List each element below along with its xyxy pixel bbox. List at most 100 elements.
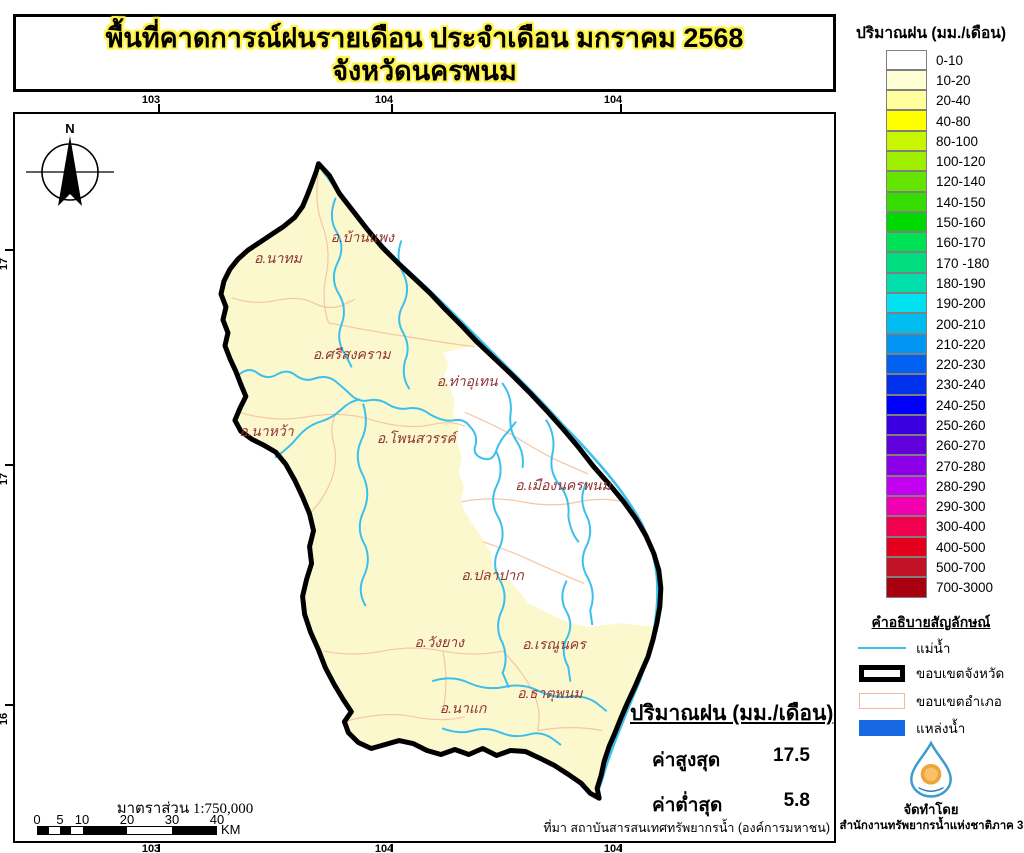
- legend-range-label: 270-280: [936, 458, 986, 474]
- legend-class-row: 80-100: [886, 130, 993, 151]
- legend-color-swatch: [886, 211, 927, 233]
- legend-class-row: 220-230: [886, 353, 993, 375]
- district-label-na-thom: อ.นาทม: [253, 251, 302, 267]
- district-label-si-songkhram: อ.ศรีสงคราม: [312, 348, 391, 364]
- legend-color-swatch: [886, 374, 927, 395]
- district-label-wang-yang: อ.วังยาง: [414, 635, 464, 651]
- legend-range-label: 80-100: [936, 133, 979, 149]
- lat-label-left-3: 16: [0, 712, 11, 726]
- legend-range-label: 170 -180: [936, 255, 990, 271]
- legend-symbol-river: แม่น้ำ: [856, 636, 1024, 660]
- legend-color-swatch: [886, 313, 927, 334]
- legend-range-label: 240-250: [936, 397, 986, 413]
- credit-prepared-by: จัดทำโดย: [903, 802, 959, 817]
- district-label-renu-nakhon: อ.เรณูนคร: [522, 638, 586, 654]
- legend-range-label: 230-240: [936, 377, 986, 393]
- legend-range-label: 700-3000: [936, 580, 994, 596]
- legend-color-swatch: [886, 536, 927, 557]
- legend-range-label: 210-220: [936, 336, 986, 352]
- legend-range-label: 150-160: [936, 215, 986, 231]
- legend-color-swatch: [886, 252, 927, 273]
- legend-class-row: 500-700: [886, 556, 993, 578]
- legend-range-label: 100-120: [936, 154, 986, 170]
- legend-range-label: 120-140: [936, 174, 986, 190]
- legend-color-swatch: [886, 496, 927, 517]
- scale-tick-0: 0: [33, 812, 41, 827]
- rainfall-stats: ปริมาณฝน (มม./เดือน) ค่าสูงสุด 17.5 ค่าต…: [630, 697, 842, 820]
- legend-class-row: 200-210: [886, 313, 993, 334]
- legend-class-row: 120-140: [886, 171, 993, 192]
- legend-class-row: 300-400: [886, 516, 993, 537]
- lat-tick: [5, 464, 13, 466]
- legend-class-row: 0-10: [886, 49, 993, 70]
- lon-label-top-1: 103: [141, 94, 161, 106]
- legend-color-swatch: [886, 475, 927, 497]
- lon-tick: [620, 104, 622, 112]
- legend-class-row: 290-300: [886, 496, 993, 517]
- low-rain-zone: [442, 344, 660, 628]
- district-boundary-label: ขอบเขตอำเภอ: [916, 694, 1002, 709]
- symbols-legend-title: คำอธิบายสัญลักษณ์: [871, 614, 991, 630]
- scale-tick-10: 10: [74, 812, 90, 827]
- legend-panel: ปริมาณฝน (มม./เดือน) 0-10 10-20 20-40 40…: [838, 0, 1024, 853]
- province-outline: [218, 161, 664, 801]
- legend-color-swatch: [886, 394, 927, 415]
- scale-numbers: 0 5 10 20 30 40: [15, 812, 275, 827]
- lat-label-left-2: 17: [0, 472, 11, 486]
- north-needle-icon: [58, 136, 82, 206]
- legend-color-swatch: [886, 516, 927, 537]
- legend-color-swatch: [886, 130, 927, 151]
- rainfall-class-legend: 0-10 10-20 20-40 40-80 80-100 100-120 12…: [886, 49, 994, 598]
- scale-unit: KM: [221, 822, 241, 837]
- legend-class-row: 260-270: [886, 435, 993, 456]
- lon-tick: [158, 844, 160, 852]
- province-map-svg: [218, 161, 664, 801]
- district-label-mueang: อ.เมืองนครพนม: [515, 479, 611, 495]
- credit-agency: สำนักงานทรัพยากรน้ำแห่งชาติภาค 3: [839, 820, 1024, 832]
- legend-class-row: 20-40: [886, 90, 993, 111]
- legend-range-label: 0-10: [936, 52, 964, 68]
- stats-max-value: 17.5: [773, 745, 810, 766]
- lon-label-top-2: 104: [374, 94, 394, 106]
- legend-range-label: 280-290: [936, 478, 986, 494]
- province-boundary-label: ขอบเขตจังหวัด: [916, 666, 1005, 681]
- legend-class-row: 240-250: [886, 394, 993, 415]
- lon-tick: [391, 844, 393, 852]
- agency-logo-icon: [910, 740, 952, 798]
- legend-range-label: 20-40: [936, 93, 971, 109]
- stats-max-label: ค่าสูงสุด: [652, 750, 721, 771]
- water-body-icon: [859, 720, 905, 736]
- legend-range-label: 260-270: [936, 438, 986, 454]
- scale-tick-40: 40: [209, 812, 225, 827]
- legend-range-label: 220-230: [936, 357, 986, 373]
- lat-tick: [5, 704, 13, 706]
- legend-range-label: 40-80: [936, 113, 971, 129]
- legend-color-swatch: [886, 110, 927, 131]
- data-source-note: ที่มา สถาบันสารสนเทศทรัพยากรน้ำ (องค์การ…: [543, 821, 830, 835]
- legend-class-row: 180-190: [886, 272, 993, 294]
- legend-color-swatch: [886, 232, 927, 253]
- district-label-tha-uthen: อ.ท่าอุเทน: [436, 374, 498, 390]
- legend-range-label: 290-300: [936, 499, 986, 515]
- legend-class-row: 160-170: [886, 232, 993, 253]
- scale-caption: มาตราส่วน 1:750,000: [116, 801, 254, 817]
- legend-class-row: 10-20: [886, 69, 993, 91]
- legend-class-row: 270-280: [886, 455, 993, 476]
- stats-heading: ปริมาณฝน (มม./เดือน): [630, 702, 834, 725]
- district-boundaries: [231, 173, 625, 732]
- legend-class-row: 250-260: [886, 414, 993, 436]
- river-symbol-label: แม่น้ำ: [916, 641, 951, 656]
- lon-label-top-3: 104: [603, 94, 623, 106]
- legend-class-row: 230-240: [886, 374, 993, 395]
- map-canvas: อ.บ้านแพง อ.นาทม อ.ศรีสงคราม อ.ท่าอุเทน …: [13, 112, 836, 843]
- legend-color-swatch: [886, 150, 927, 172]
- legend-symbol-district-boundary: ขอบเขตอำเภอ: [856, 689, 1024, 713]
- province-polygon: [220, 163, 661, 799]
- legend-color-swatch: [886, 49, 927, 70]
- lon-tick: [158, 104, 160, 112]
- legend-range-label: 400-500: [936, 539, 986, 555]
- legend-class-row: 140-150: [886, 191, 993, 212]
- lat-tick: [5, 249, 13, 251]
- legend-class-row: 100-120: [886, 150, 993, 172]
